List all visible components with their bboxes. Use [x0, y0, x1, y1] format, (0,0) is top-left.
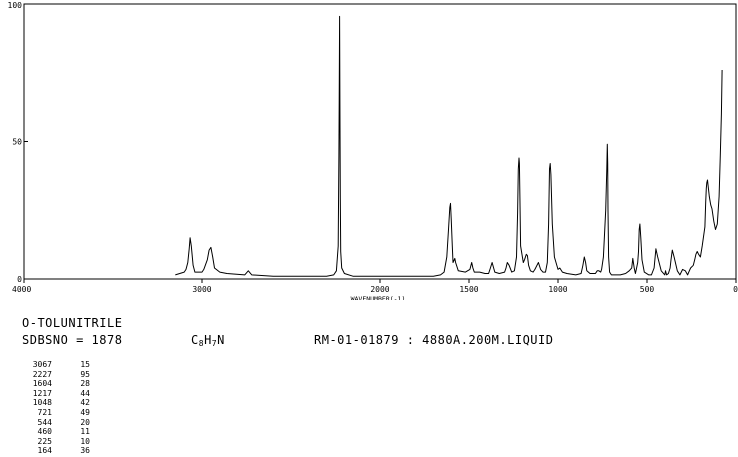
peak-intensity: 20: [80, 417, 90, 427]
peak-wavenumber: 460: [37, 427, 52, 437]
x-tick-label: 500: [640, 285, 655, 294]
peak-wavenumber: 225: [37, 436, 52, 446]
measurement-conditions: RM-01-01879 : 4880A.200M.LIQUID: [314, 333, 554, 347]
peak-wavenumber: 164: [37, 446, 52, 456]
peak-intensity: 11: [80, 427, 90, 437]
peak-row: 2227 95: [22, 370, 90, 380]
x-tick-label: 3000: [192, 285, 211, 294]
x-tick-label: 2000: [370, 285, 389, 294]
peak-wavenumber: 3067: [32, 360, 52, 369]
peak-row: 544 20: [22, 418, 90, 428]
peak-wavenumber: 2227: [32, 369, 52, 379]
peak-row: 1217 44: [22, 389, 90, 399]
y-tick-label: 0: [17, 275, 22, 284]
peak-wavenumber: 721: [37, 407, 52, 417]
x-tick-label: 4000: [12, 285, 31, 294]
peak-row: 1604 28: [22, 379, 90, 389]
plot-frame: [23, 3, 737, 280]
peak-row: 164 36: [22, 446, 90, 456]
peak-intensity: 95: [80, 369, 90, 379]
x-tick-label: 1500: [459, 285, 478, 294]
peak-intensity: 49: [80, 407, 90, 417]
molecular-formula: C8H7N: [191, 333, 225, 348]
peak-intensity: 44: [80, 388, 90, 398]
peak-row: 3067 15: [22, 360, 90, 370]
peak-intensity: 42: [80, 398, 90, 408]
peak-intensity: 36: [80, 446, 90, 456]
x-tick-label: 0: [733, 285, 738, 294]
peak-intensity: 10: [80, 436, 90, 446]
y-tick-label: 50: [12, 138, 22, 147]
x-axis-label: WAVENUMBER(-1): [351, 295, 406, 300]
peak-intensity: 28: [80, 379, 90, 389]
peak-wavenumber: 544: [37, 417, 52, 427]
peak-row: 225 10: [22, 437, 90, 447]
peak-wavenumber: 1604: [32, 379, 52, 389]
peak-wavenumber: 1048: [32, 398, 52, 408]
peak-intensity: 15: [80, 360, 90, 369]
peak-wavenumber: 1217: [32, 388, 52, 398]
peak-row: 460 11: [22, 427, 90, 437]
raman-spectrum-chart: 4000 3000 2000 1500 1000 500 0100500WAVENUMBER…: [8, 1, 738, 300]
x-tick-label: 1000: [548, 285, 567, 294]
peak-table: 3067 15 2227 95 1604 28 1217 44 1048 42 721 49 544 20…: [22, 360, 90, 456]
sdbs-number: SDBSNO = 1878: [22, 333, 123, 347]
y-tick-label: 100: [8, 1, 23, 10]
peak-row: 721 49: [22, 408, 90, 418]
peak-row: 1048 42: [22, 398, 90, 408]
spectrum-line: [175, 15, 723, 277]
compound-name: O-TOLUNITRILE: [22, 316, 123, 330]
